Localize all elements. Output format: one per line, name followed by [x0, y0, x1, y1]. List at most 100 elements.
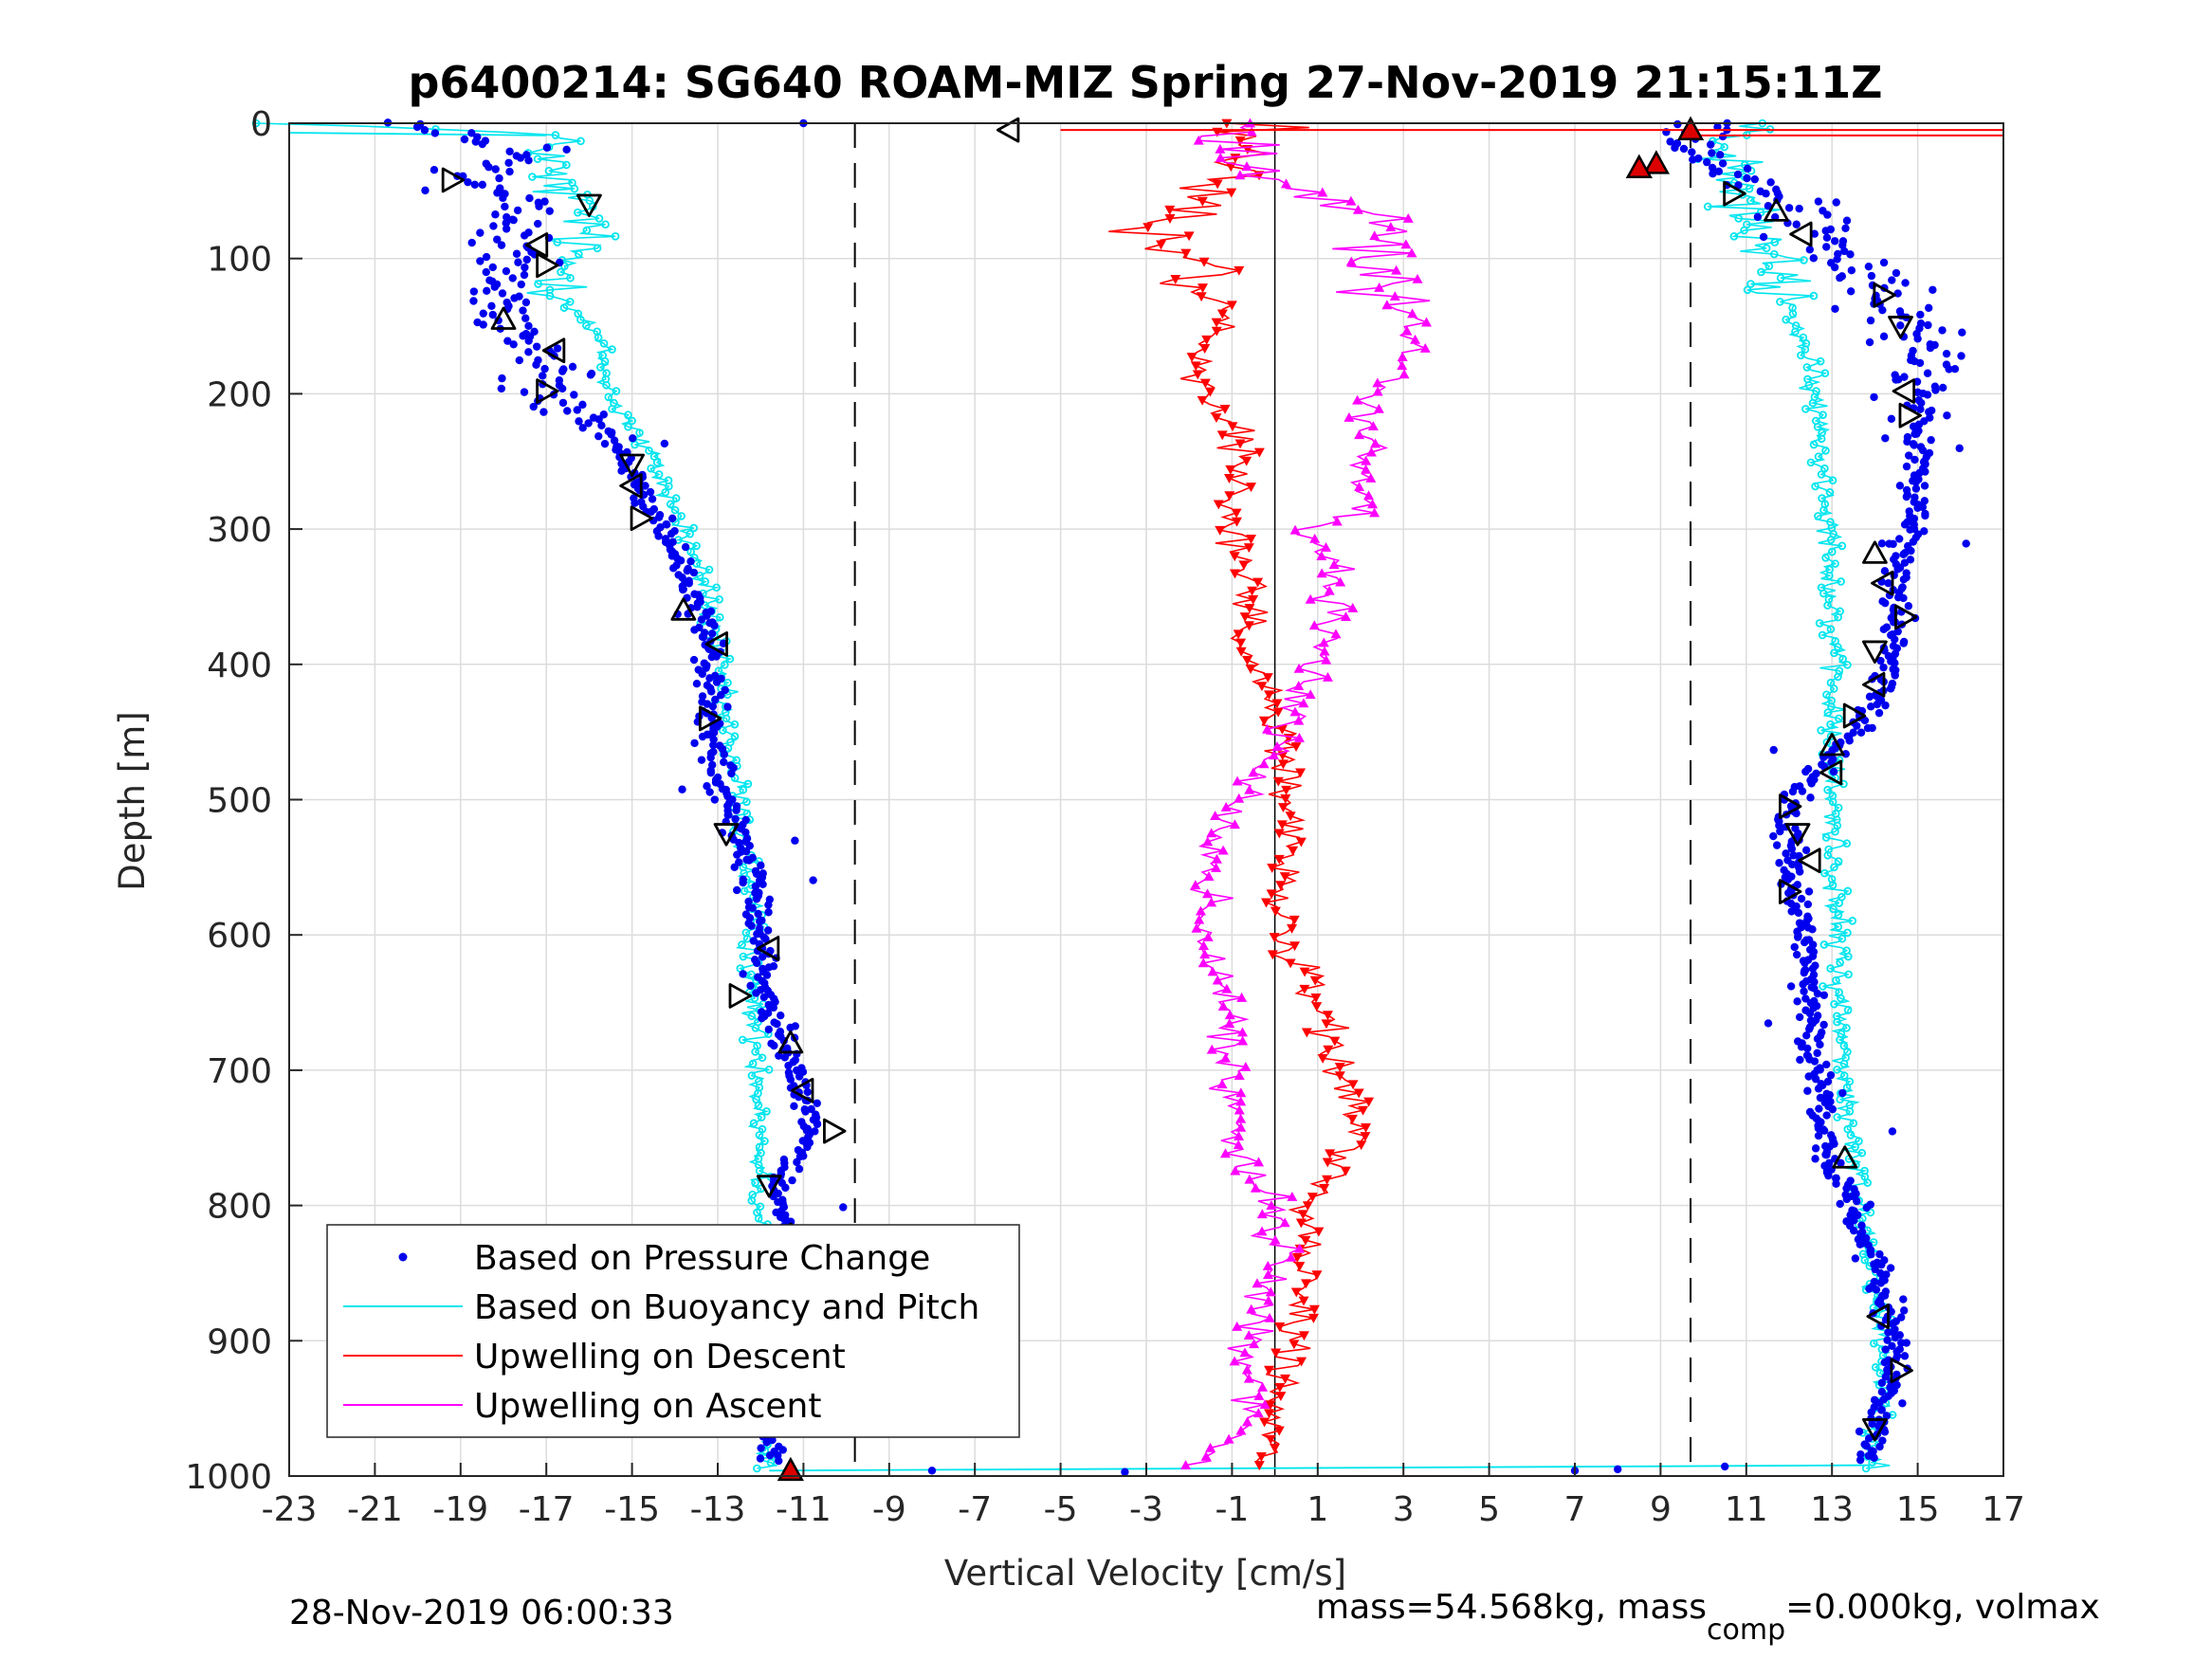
buoyancy-point — [1720, 142, 1728, 152]
pressure-point — [1878, 305, 1887, 315]
series-upwelling-ascent-marker — [1263, 1295, 1274, 1305]
buoyancy-point — [757, 1113, 766, 1121]
pressure-outlier-point — [1955, 444, 1964, 453]
series-upwelling-ascent-marker — [1363, 490, 1375, 501]
pressure-point — [1829, 767, 1838, 776]
pressure-point — [781, 1183, 790, 1193]
pressure-point — [1853, 1196, 1861, 1206]
legend-box — [326, 1224, 1020, 1438]
buoyancy-point — [1817, 434, 1826, 444]
pressure-point — [1879, 258, 1889, 267]
pressure-point — [711, 695, 720, 704]
pressure-point — [706, 768, 716, 777]
x-tick-label: 5 — [1478, 1490, 1500, 1529]
series-upwelling-descent-marker — [1285, 958, 1296, 969]
pressure-point — [1792, 809, 1801, 818]
buoyancy-point — [766, 1458, 776, 1468]
pressure-point — [469, 297, 478, 305]
pressure-point — [1864, 262, 1874, 271]
pressure-point — [752, 989, 760, 997]
series-upwelling-descent-marker — [1234, 265, 1245, 276]
series-upwelling-ascent-marker — [1224, 1010, 1235, 1020]
series-upwelling-ascent-marker — [1234, 1104, 1245, 1115]
series-upwelling-descent-marker — [1329, 1036, 1341, 1047]
series-upwelling-descent-marker — [1224, 491, 1235, 501]
pressure-point — [1901, 279, 1910, 287]
series-upwelling-ascent-marker — [1293, 663, 1305, 673]
series-upwelling-descent-marker — [1289, 941, 1301, 952]
buoyancy-point — [624, 422, 632, 431]
x-tick-label: 17 — [1982, 1490, 2025, 1529]
pressure-point — [761, 935, 770, 943]
buoyancy-point — [1770, 238, 1780, 246]
footer-mass-rest: =0.000kg, volmax — [1785, 1588, 2100, 1627]
pressure-point — [759, 880, 767, 889]
series-upwelling-descent-marker — [1285, 811, 1296, 822]
pressure-point — [1805, 1009, 1815, 1018]
pressure-point — [1877, 1378, 1887, 1387]
pressure-point — [1709, 169, 1717, 178]
pressure-point — [524, 155, 533, 165]
buoyancy-point — [686, 529, 694, 538]
series-upwelling-descent-marker — [1201, 335, 1213, 345]
buoyancy-point — [1806, 458, 1816, 467]
pressure-point — [1803, 900, 1813, 909]
series-upwelling-ascent-marker — [1389, 291, 1400, 301]
pressure-point — [1846, 250, 1855, 259]
x-tick-label: 11 — [1725, 1490, 1768, 1529]
pressure-point — [1790, 942, 1799, 952]
footer-mass-sub: comp — [1707, 1613, 1785, 1647]
series-upwelling-descent-marker — [1267, 864, 1278, 873]
pressure-point — [505, 147, 514, 155]
pressure-point — [501, 202, 509, 211]
pressure-point — [1913, 503, 1922, 513]
pressure-point — [490, 283, 499, 291]
series-upwelling-ascent-marker — [1317, 187, 1328, 197]
filled-triangle-marker — [1625, 154, 1653, 178]
buoyancy-point — [1834, 857, 1843, 866]
pressure-point — [538, 372, 547, 380]
pressure-point — [751, 882, 760, 891]
buoyancy-point — [756, 1202, 765, 1212]
pressure-point — [1887, 414, 1896, 423]
pressure-point — [1823, 210, 1832, 219]
pressure-outlier-point — [1786, 982, 1796, 991]
pressure-point — [471, 137, 480, 146]
pressure-point — [693, 603, 702, 611]
series-upwelling-ascent-marker — [1402, 212, 1414, 223]
buoyancy-point — [608, 405, 616, 413]
series-upwelling-descent-marker — [1300, 1279, 1311, 1289]
series-upwelling-ascent-marker — [1269, 750, 1280, 760]
buoyancy-point — [576, 315, 585, 324]
pressure-point — [708, 702, 718, 711]
series-upwelling-descent-marker — [1241, 456, 1252, 466]
buoyancy-point — [1830, 863, 1838, 872]
series-upwelling-descent-marker — [1274, 1382, 1286, 1393]
pressure-point — [1833, 255, 1841, 264]
pressure-point — [1862, 1203, 1872, 1212]
x-tick-label: 1 — [1307, 1490, 1328, 1529]
series-upwelling-descent-marker — [1212, 179, 1223, 190]
buoyancy-point — [1827, 547, 1837, 556]
pressure-point — [788, 1176, 796, 1185]
pressure-point — [702, 664, 710, 672]
series-upwelling-ascent-marker — [1385, 222, 1397, 231]
stall-triangle-marker — [996, 117, 1020, 143]
pressure-point — [1842, 216, 1852, 225]
series-upwelling-ascent-marker — [1419, 342, 1431, 353]
pressure-point — [1889, 539, 1897, 549]
series-upwelling-descent-marker — [1289, 1340, 1300, 1350]
pressure-point — [1910, 455, 1919, 465]
series-upwelling-ascent-marker — [1335, 576, 1346, 587]
series-upwelling-descent-marker — [1170, 274, 1181, 284]
buoyancy-point — [1842, 1024, 1851, 1032]
pressure-point — [1895, 482, 1905, 490]
stall-triangle-marker — [541, 337, 566, 364]
buoyancy-point — [1746, 196, 1755, 205]
series-upwelling-ascent-marker — [1207, 966, 1218, 976]
pressure-point — [1866, 316, 1875, 325]
y-tick-label: 400 — [207, 647, 272, 685]
buoyancy-point — [562, 160, 571, 170]
y-tick-label: 800 — [207, 1188, 272, 1227]
series-upwelling-ascent-marker — [1345, 195, 1357, 206]
